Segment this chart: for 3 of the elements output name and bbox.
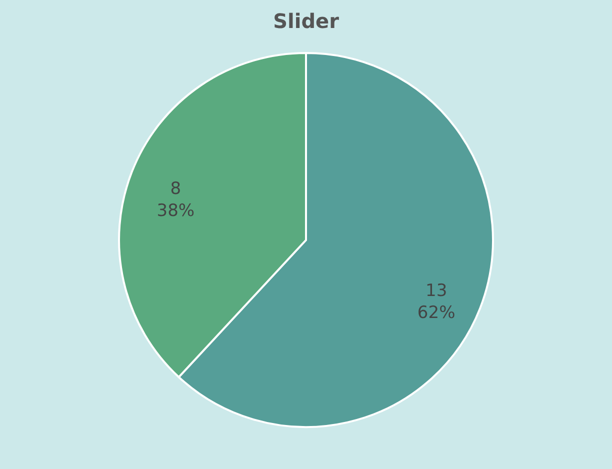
- chart-title: Slider: [273, 9, 340, 33]
- data-label: 8 38%: [156, 178, 195, 221]
- data-label: 13 62%: [417, 281, 456, 324]
